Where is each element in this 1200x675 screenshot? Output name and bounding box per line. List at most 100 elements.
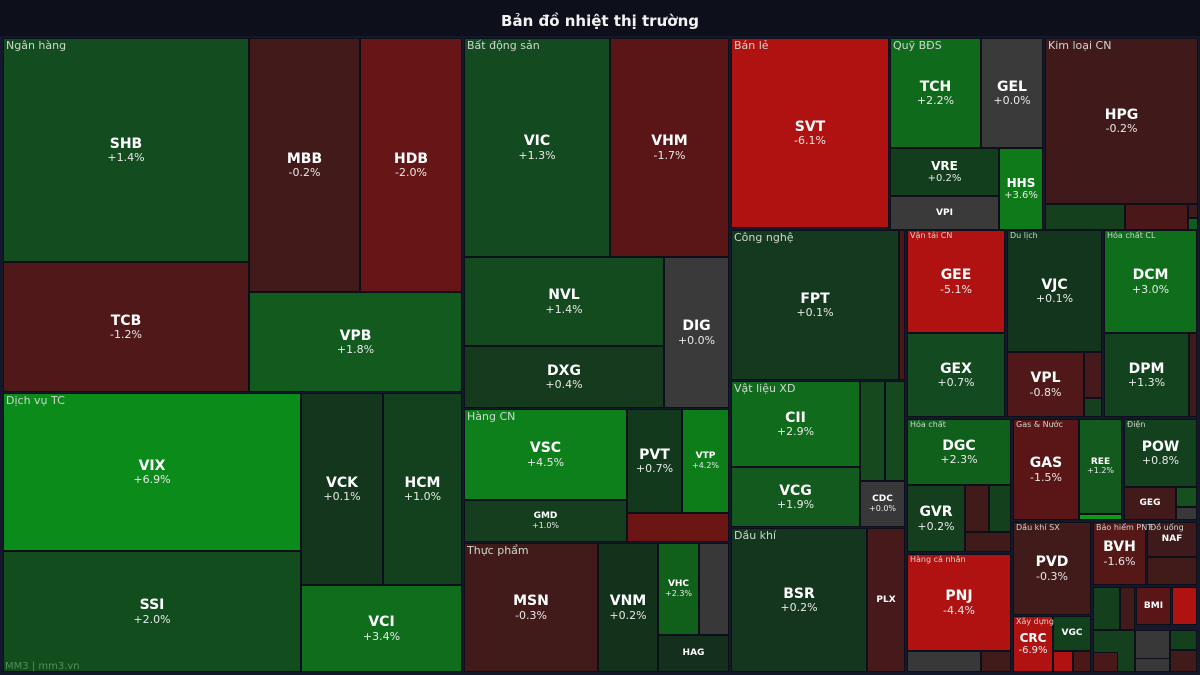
- tile-crc[interactable]: CRC -6.9%: [1013, 616, 1053, 672]
- tile-pvd[interactable]: PVD -0.3%: [1013, 522, 1091, 615]
- change-label: +0.4%: [545, 378, 583, 391]
- change-label: -2.0%: [395, 166, 427, 179]
- ticker-label: HDB: [393, 150, 428, 167]
- tile-ssi[interactable]: SSI +2.0%: [3, 551, 301, 672]
- tile-dgc[interactable]: DGC +2.3%: [907, 419, 1011, 485]
- tile-hhs[interactable]: HHS +3.6%: [999, 148, 1043, 230]
- tile-cdc[interactable]: CDC +0.0%: [860, 481, 905, 527]
- tile-vix[interactable]: VIX +6.9%: [3, 393, 301, 551]
- tile-gas[interactable]: GAS -1.5%: [1013, 419, 1079, 520]
- tile-vpl[interactable]: VPL -0.8%: [1007, 352, 1084, 417]
- tile-unlabeled[interactable]: [1188, 204, 1198, 218]
- change-label: +1.4%: [545, 302, 583, 316]
- change-label: +2.9%: [776, 425, 815, 438]
- tile-hpg[interactable]: HPG -0.2%: [1045, 38, 1198, 204]
- tile-unlabeled[interactable]: [1120, 587, 1135, 630]
- tile-unlabeled[interactable]: [1188, 218, 1198, 230]
- tile-unlabeled[interactable]: [907, 651, 981, 672]
- tile-unlabeled[interactable]: [1079, 514, 1122, 520]
- tile-dcm[interactable]: DCM +3.0%: [1104, 230, 1197, 333]
- tile-hag[interactable]: HAG: [658, 635, 729, 672]
- tile-vsc[interactable]: VSC +4.5%: [464, 409, 627, 500]
- tile-vgc[interactable]: VGC: [1053, 616, 1091, 651]
- tile-unlabeled[interactable]: [1045, 204, 1125, 230]
- tile-dpm[interactable]: DPM +1.3%: [1104, 333, 1189, 417]
- tile-tcb[interactable]: TCB -1.2%: [3, 262, 249, 392]
- tile-shb[interactable]: SHB +1.4%: [3, 38, 249, 262]
- tile-unlabeled[interactable]: [1084, 352, 1102, 398]
- tile-geg[interactable]: GEG: [1124, 487, 1176, 520]
- tile-vck[interactable]: VCK +0.1%: [301, 393, 383, 585]
- tile-dxg[interactable]: DXG +0.4%: [464, 346, 664, 408]
- tile-unlabeled[interactable]: [1125, 204, 1188, 230]
- tile-pnj[interactable]: PNJ -4.4%: [907, 554, 1011, 651]
- tile-unlabeled[interactable]: [981, 651, 1011, 672]
- tile-bvh[interactable]: BVH -1.6%: [1093, 522, 1146, 585]
- tile-tch[interactable]: TCH +2.2%: [890, 38, 981, 148]
- tile-gex[interactable]: GEX +0.7%: [907, 333, 1005, 417]
- tile-cii[interactable]: CII +2.9%: [731, 381, 860, 467]
- tile-unlabeled[interactable]: [1053, 651, 1073, 672]
- tile-unlabeled[interactable]: [1093, 652, 1118, 672]
- tile-bmi[interactable]: BMI: [1136, 587, 1171, 625]
- tile-vic[interactable]: VIC +1.3%: [464, 38, 610, 257]
- tile-gvr[interactable]: GVR +0.2%: [907, 485, 965, 552]
- tile-unlabeled[interactable]: [1176, 507, 1197, 520]
- ticker-label: VIC: [523, 133, 551, 150]
- tile-gel[interactable]: GEL +0.0%: [981, 38, 1043, 148]
- tile-unlabeled[interactable]: [965, 532, 1011, 552]
- change-label: -1.7%: [653, 148, 686, 162]
- tile-unlabeled[interactable]: [1147, 557, 1197, 585]
- change-label: +0.2%: [917, 519, 955, 533]
- tile-vcg[interactable]: VCG +1.9%: [731, 467, 860, 527]
- ticker-label: FPT: [800, 290, 830, 307]
- tile-vpb[interactable]: VPB +1.8%: [249, 292, 462, 392]
- tile-unlabeled[interactable]: [1176, 487, 1197, 507]
- tile-unlabeled[interactable]: [1093, 587, 1120, 630]
- tile-fpt[interactable]: FPT +0.1%: [731, 230, 899, 380]
- ticker-label: SVT: [794, 118, 826, 135]
- tile-gee[interactable]: GEE -5.1%: [907, 230, 1005, 333]
- tile-bsr[interactable]: BSR +0.2%: [731, 528, 867, 672]
- tile-unlabeled[interactable]: [1170, 650, 1197, 672]
- change-label: +1.0%: [403, 490, 442, 503]
- tile-naf[interactable]: NAF: [1147, 522, 1197, 557]
- tile-pvt[interactable]: PVT +0.7%: [627, 409, 682, 513]
- tile-unlabeled[interactable]: [1172, 587, 1197, 625]
- tile-unlabeled[interactable]: [1084, 398, 1102, 417]
- tile-pow[interactable]: POW +0.8%: [1124, 419, 1197, 487]
- tile-unlabeled[interactable]: [989, 485, 1011, 532]
- ticker-label: CDC: [872, 494, 893, 505]
- tile-unlabeled[interactable]: [1189, 333, 1197, 417]
- tile-vre[interactable]: VRE +0.2%: [890, 148, 999, 196]
- tile-ree[interactable]: REE +1.2%: [1079, 419, 1122, 514]
- tile-msn[interactable]: MSN -0.3%: [464, 543, 598, 672]
- tile-plx[interactable]: PLX: [867, 528, 905, 672]
- tile-hcm[interactable]: HCM +1.0%: [383, 393, 462, 585]
- tile-unlabeled[interactable]: [627, 513, 729, 542]
- tile-vnm[interactable]: VNM +0.2%: [598, 543, 658, 672]
- tile-vpi[interactable]: VPI: [890, 196, 999, 230]
- tile-dig[interactable]: DIG +0.0%: [664, 257, 729, 408]
- tile-unlabeled[interactable]: [699, 543, 729, 635]
- tile-vci[interactable]: VCI +3.4%: [301, 585, 462, 672]
- tile-unlabeled[interactable]: [1135, 658, 1170, 672]
- tile-vhm[interactable]: VHM -1.7%: [610, 38, 729, 257]
- change-label: +0.2%: [927, 173, 962, 185]
- tile-unlabeled[interactable]: [860, 381, 885, 481]
- change-label: +3.6%: [1004, 190, 1038, 202]
- tile-vtp[interactable]: VTP +4.2%: [682, 409, 729, 513]
- tile-svt[interactable]: SVT -6.1%: [731, 38, 889, 228]
- tile-unlabeled[interactable]: [1073, 651, 1091, 672]
- tile-nvl[interactable]: NVL +1.4%: [464, 257, 664, 346]
- tile-unlabeled[interactable]: [965, 485, 989, 532]
- change-label: +0.8%: [1141, 454, 1180, 467]
- tile-vhc[interactable]: VHC +2.3%: [658, 543, 699, 635]
- tile-unlabeled[interactable]: [885, 381, 905, 481]
- tile-mbb[interactable]: MBB -0.2%: [249, 38, 360, 292]
- tile-hdb[interactable]: HDB -2.0%: [360, 38, 462, 292]
- tile-unlabeled[interactable]: [899, 230, 905, 380]
- tile-unlabeled[interactable]: [1170, 630, 1197, 650]
- tile-gmd[interactable]: GMD +1.0%: [464, 500, 627, 542]
- tile-vjc[interactable]: VJC +0.1%: [1007, 230, 1102, 352]
